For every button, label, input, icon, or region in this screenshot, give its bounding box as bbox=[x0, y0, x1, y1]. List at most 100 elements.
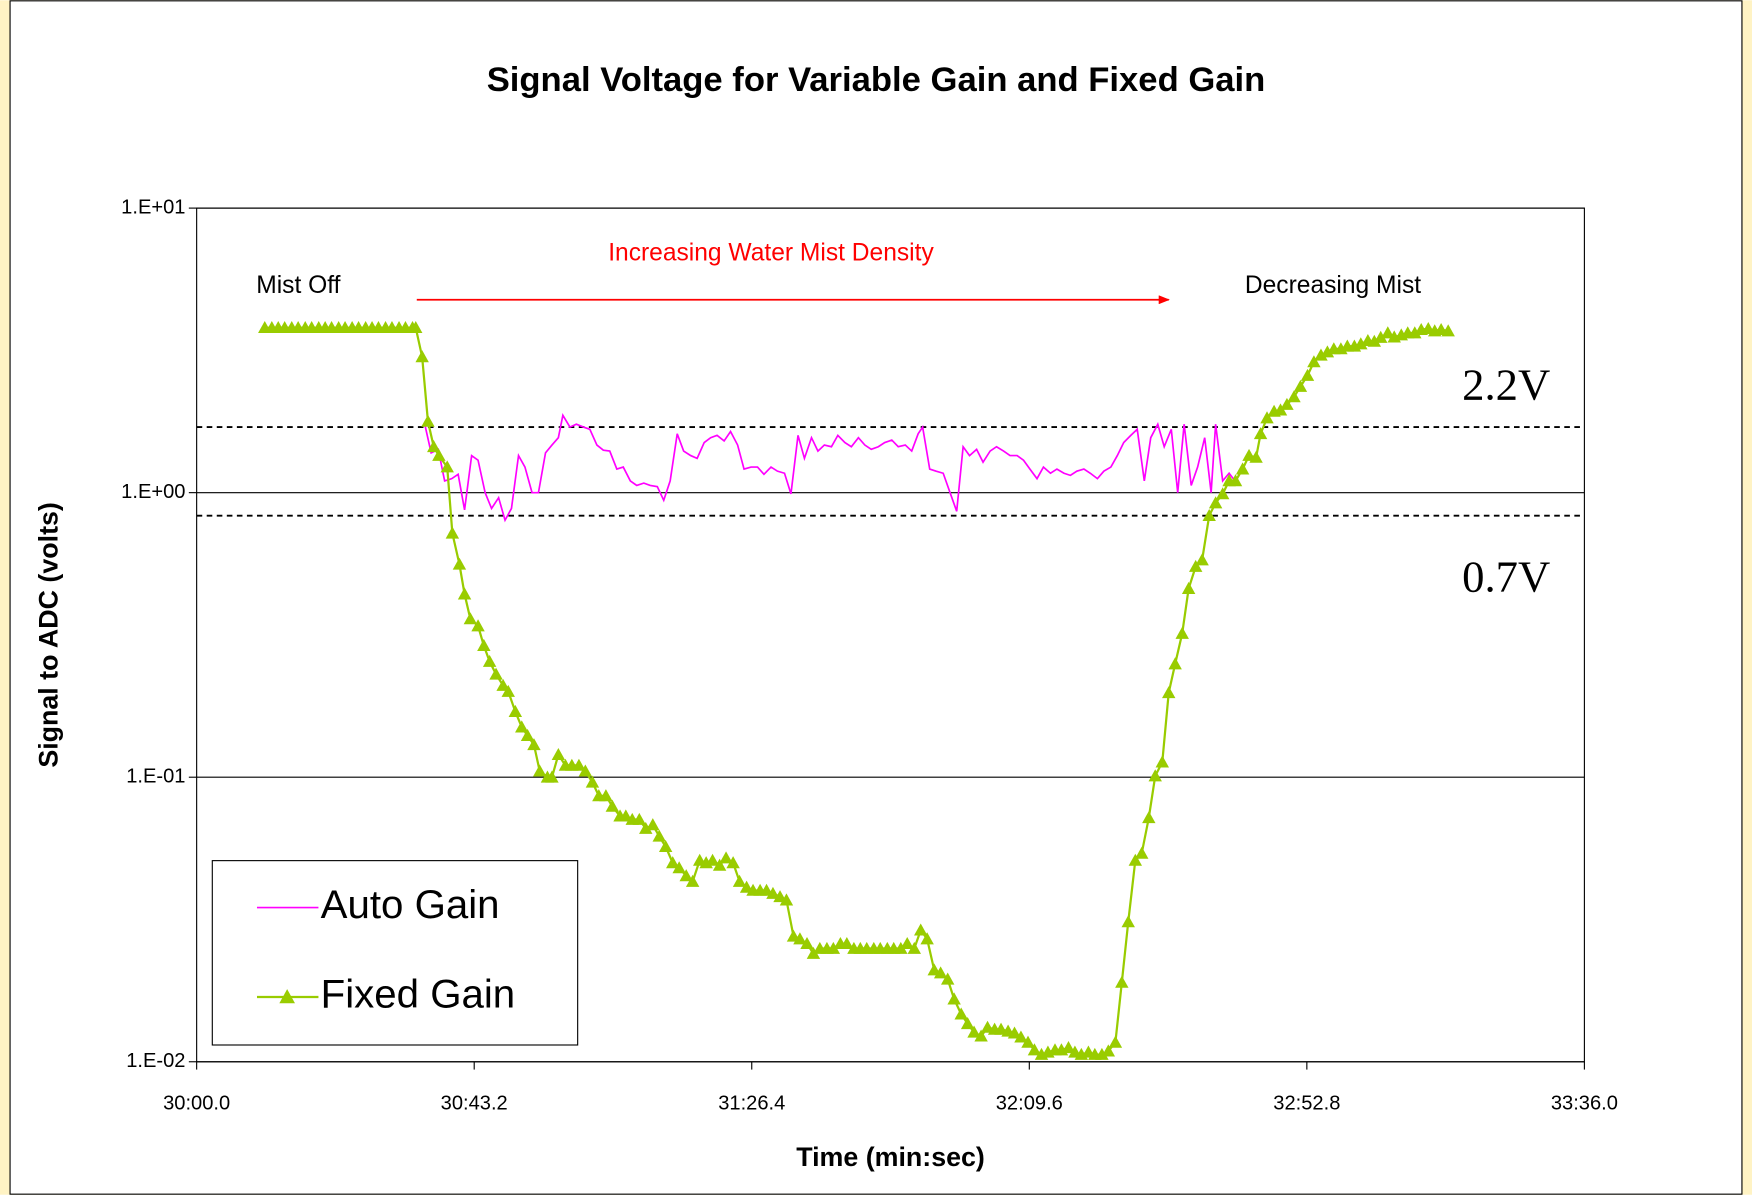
legend-marker bbox=[279, 989, 295, 1004]
data-point bbox=[432, 448, 446, 461]
annotation: Increasing Water Mist Density bbox=[608, 239, 934, 266]
legend-label: Auto Gain bbox=[321, 882, 500, 927]
data-point bbox=[1148, 769, 1162, 782]
data-point bbox=[409, 320, 423, 334]
data-point bbox=[793, 932, 807, 945]
data-point bbox=[732, 874, 747, 887]
data-point bbox=[520, 728, 535, 741]
data-point bbox=[1175, 626, 1189, 639]
data-point bbox=[1253, 427, 1268, 440]
data-point bbox=[527, 738, 541, 751]
data-point bbox=[471, 619, 485, 632]
data-point bbox=[967, 1025, 981, 1038]
data-point bbox=[1228, 474, 1243, 487]
x-tick-label: 33:36.0 bbox=[1551, 1093, 1618, 1115]
data-point bbox=[900, 936, 914, 950]
data-point bbox=[457, 587, 472, 600]
chart-title: Signal Voltage for Variable Gain and Fix… bbox=[487, 61, 1266, 99]
data-point bbox=[477, 638, 491, 651]
data-point bbox=[1381, 326, 1395, 339]
data-point bbox=[1128, 853, 1143, 866]
data-point bbox=[551, 747, 566, 761]
data-point bbox=[658, 839, 673, 853]
data-point bbox=[719, 851, 733, 864]
data-point bbox=[1115, 975, 1129, 988]
data-point bbox=[1121, 915, 1135, 928]
data-point bbox=[1215, 487, 1230, 500]
data-point bbox=[1208, 496, 1223, 509]
data-point bbox=[1280, 397, 1294, 410]
data-point bbox=[1354, 337, 1368, 350]
data-point bbox=[907, 941, 922, 954]
data-point bbox=[415, 350, 429, 363]
data-point bbox=[1162, 686, 1176, 699]
x-tick-label: 32:09.6 bbox=[996, 1093, 1063, 1115]
data-point bbox=[806, 946, 821, 959]
data-point bbox=[1287, 390, 1301, 403]
data-point bbox=[685, 874, 700, 887]
data-point bbox=[974, 1029, 988, 1042]
data-point bbox=[1095, 1047, 1109, 1060]
data-point bbox=[440, 460, 454, 473]
legend-label: Fixed Gain bbox=[321, 972, 515, 1017]
plot-frame bbox=[196, 207, 1585, 1063]
data-point bbox=[508, 704, 523, 717]
data-point bbox=[954, 1007, 968, 1020]
data-point bbox=[1061, 1041, 1076, 1054]
data-point bbox=[712, 858, 727, 871]
data-point bbox=[572, 758, 586, 771]
annotation: 0.7V bbox=[1462, 552, 1550, 602]
data-point bbox=[840, 936, 854, 950]
y-axis-title: Signal to ADC (volts) bbox=[33, 502, 63, 767]
data-point bbox=[646, 818, 660, 831]
data-point bbox=[826, 941, 841, 954]
data-point bbox=[1249, 450, 1263, 463]
data-point bbox=[1142, 811, 1156, 824]
data-point bbox=[533, 764, 547, 777]
data-point bbox=[585, 775, 600, 788]
annotation: 2.2V bbox=[1462, 359, 1550, 409]
series-line bbox=[423, 413, 1236, 523]
data-point bbox=[639, 821, 653, 834]
data-point bbox=[482, 654, 497, 667]
data-point bbox=[1441, 324, 1455, 337]
annotation: Decreasing Mist bbox=[1245, 272, 1421, 299]
data-point bbox=[445, 526, 460, 539]
data-point bbox=[652, 829, 666, 842]
data-point bbox=[1195, 553, 1209, 566]
data-point bbox=[515, 720, 529, 733]
x-tick-label: 31:26.4 bbox=[718, 1093, 785, 1115]
data-point bbox=[672, 861, 686, 874]
data-point bbox=[1168, 657, 1182, 670]
data-point bbox=[933, 966, 948, 979]
data-point bbox=[1101, 1044, 1116, 1057]
annotation: Mist Off bbox=[256, 272, 340, 299]
data-point bbox=[1293, 379, 1308, 392]
data-point bbox=[605, 799, 620, 812]
data-point bbox=[578, 764, 593, 777]
data-point bbox=[1155, 755, 1169, 768]
data-point bbox=[920, 932, 934, 945]
data-point bbox=[1235, 462, 1250, 475]
data-point bbox=[545, 770, 559, 783]
data-point bbox=[421, 414, 435, 427]
data-point bbox=[1014, 1030, 1028, 1043]
data-point bbox=[666, 856, 680, 869]
data-point bbox=[1307, 355, 1321, 368]
data-point bbox=[1260, 411, 1274, 424]
legend-box bbox=[211, 860, 579, 1046]
data-point bbox=[632, 812, 647, 825]
y-tick-label: 1.E-02 bbox=[126, 1050, 185, 1072]
data-point bbox=[1300, 368, 1315, 381]
data-point bbox=[705, 853, 720, 866]
data-point bbox=[1374, 330, 1388, 343]
y-tick-label: 1.E-01 bbox=[126, 766, 185, 788]
data-point bbox=[1408, 326, 1422, 339]
data-point bbox=[1027, 1043, 1042, 1056]
data-point bbox=[496, 678, 510, 691]
data-point bbox=[501, 684, 515, 697]
data-point bbox=[947, 992, 961, 1005]
data-point bbox=[1314, 348, 1328, 361]
data-point bbox=[599, 789, 613, 802]
